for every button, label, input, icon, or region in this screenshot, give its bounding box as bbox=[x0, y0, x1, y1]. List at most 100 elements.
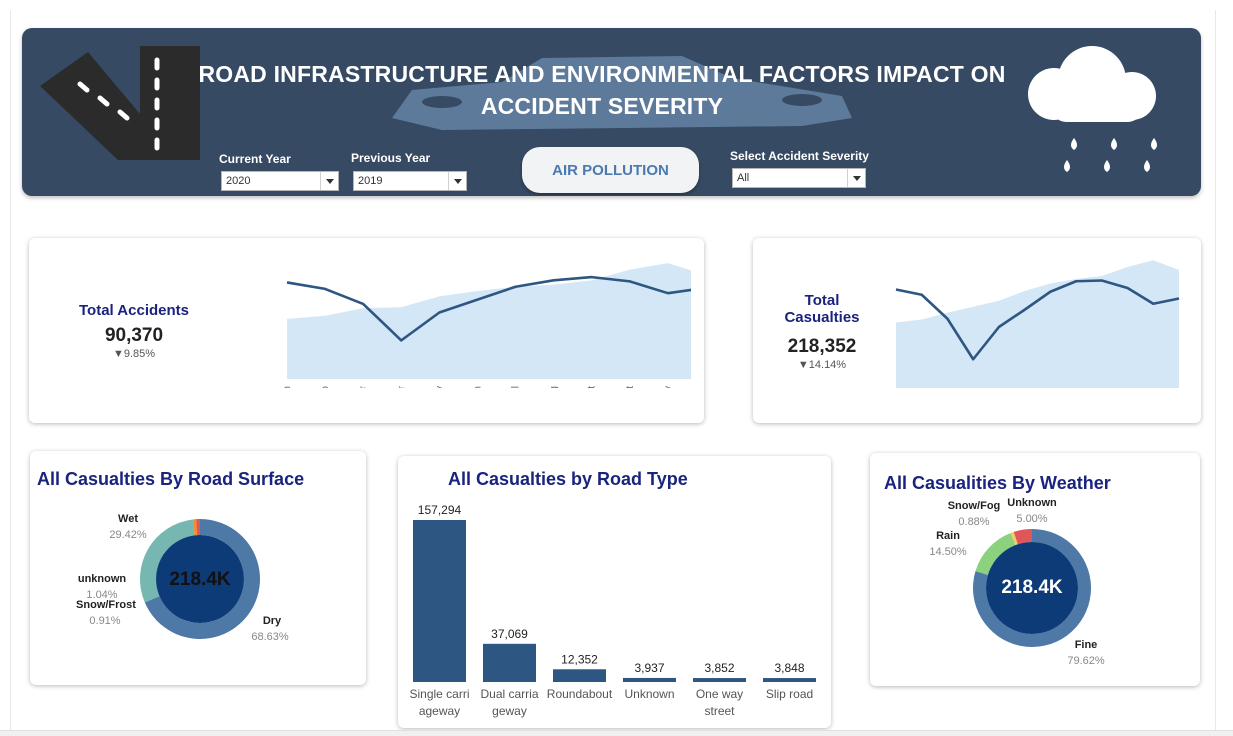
title-line-1: ROAD INFRASTRUCTURE AND ENVIRONMENTAL FA… bbox=[198, 61, 1006, 87]
air-pollution-button[interactable]: AIR POLLUTION bbox=[522, 147, 699, 193]
previous-year-area bbox=[896, 260, 1179, 388]
rain-pct: 14.50% bbox=[929, 546, 967, 558]
kpi-change: ▼9.85% bbox=[112, 348, 156, 360]
bar-value-label: 37,069 bbox=[491, 627, 528, 641]
unknown-label: unknown bbox=[77, 573, 127, 585]
bar[interactable] bbox=[553, 669, 606, 682]
road-type-bar-chart: 157,294 Single carri ageway 37,069 Dual carr… bbox=[409, 503, 816, 718]
bar-category-label: Unknown bbox=[624, 687, 674, 701]
unknown-weather-label: Unknown bbox=[1007, 497, 1057, 509]
bar-category-label: Slip road bbox=[766, 687, 813, 701]
kpi-value: 218,352 bbox=[787, 336, 857, 357]
total-accidents-card: Total Accidents 90,370 ▼9.85% Jan Feb Mar A… bbox=[29, 238, 704, 423]
donut-slice-rain[interactable] bbox=[975, 532, 1016, 575]
card-title: All Casualities By Weather bbox=[884, 473, 1111, 493]
total-casualties-card: Total Casualties 218,352 ▼14.14% JFMAMJJ… bbox=[753, 238, 1201, 423]
current-year-dropdown[interactable]: 2020 bbox=[221, 171, 339, 191]
dry-pct: 68.63% bbox=[251, 631, 289, 643]
weather-donut bbox=[973, 529, 1091, 647]
kpi-title: Total Casualties bbox=[763, 292, 881, 326]
month-tick-label: Mar bbox=[358, 385, 369, 388]
month-tick-label: Sept bbox=[587, 386, 598, 388]
bar[interactable] bbox=[623, 677, 676, 682]
bar-category-label: Roundabout bbox=[547, 687, 613, 701]
wet-label: Wet bbox=[118, 513, 138, 525]
month-tick-label: Oct bbox=[625, 386, 636, 388]
current-year-line bbox=[286, 275, 691, 342]
kpi-title: Total Accidents bbox=[78, 302, 190, 319]
bar[interactable] bbox=[483, 643, 536, 682]
bar-category-label: One way bbox=[696, 687, 743, 701]
donut-center-value: 218.4K bbox=[1001, 577, 1063, 598]
month-tick-label: Jan bbox=[282, 386, 293, 388]
bar-category-label-line2: ageway bbox=[419, 704, 460, 718]
snow-frost-label: Snow/Frost bbox=[76, 599, 136, 611]
month-tick-label: Jul bbox=[511, 386, 522, 388]
card-title: All Casualties By Road Surface bbox=[37, 469, 305, 489]
header-banner: ROAD INFRASTRUCTURE AND ENVIRONMENTAL FA… bbox=[22, 28, 1201, 196]
month-tick-label: Aug bbox=[549, 386, 560, 388]
bar[interactable] bbox=[413, 520, 466, 682]
current-year-label: Current Year bbox=[219, 152, 291, 166]
bar-category-label-line2: geway bbox=[492, 704, 527, 718]
severity-value: All bbox=[737, 172, 750, 184]
unknown-weather-pct: 5.00% bbox=[1016, 513, 1048, 525]
donut-slice-unknown[interactable] bbox=[1013, 529, 1032, 545]
donut-hole bbox=[986, 542, 1078, 634]
snow-frost-pct: 0.91% bbox=[89, 615, 121, 627]
rain-label: Rain bbox=[936, 530, 960, 542]
page-title: ROAD INFRASTRUCTURE AND ENVIRONMENTAL FA… bbox=[182, 58, 1022, 122]
kpi-change: ▼14.14% bbox=[797, 359, 847, 371]
snow-fog-pct: 0.88% bbox=[958, 516, 990, 528]
chevron-down-icon bbox=[448, 172, 466, 190]
dry-label: Dry bbox=[262, 615, 282, 627]
donut-slice-snow-fog[interactable] bbox=[1010, 531, 1018, 546]
previous-year-dropdown[interactable]: 2019 bbox=[353, 171, 467, 191]
chevron-down-icon bbox=[847, 169, 865, 187]
month-tick-label: May bbox=[434, 386, 445, 388]
donut-slice-unknown[interactable] bbox=[196, 519, 200, 536]
wet-pct: 29.42% bbox=[109, 529, 147, 541]
kpi-value: 90,370 bbox=[104, 325, 164, 346]
bar-value-label: 12,352 bbox=[561, 652, 598, 666]
bar-category-label-line2: street bbox=[704, 704, 735, 718]
bottom-tab-bar bbox=[0, 730, 1233, 736]
card-title: All Casualties by Road Type bbox=[448, 469, 688, 489]
kpi-title-line-1: Total bbox=[804, 292, 840, 309]
previous-year-label: Previous Year bbox=[351, 151, 431, 165]
donut-slice-wet[interactable] bbox=[140, 519, 195, 603]
car-icon bbox=[392, 56, 852, 130]
road-surface-donut bbox=[140, 519, 260, 639]
bar-value-label: 3,937 bbox=[634, 661, 664, 675]
month-tick-label: Feb bbox=[320, 386, 331, 388]
current-year-value: 2020 bbox=[226, 175, 251, 187]
bar-value-label: 3,848 bbox=[774, 661, 804, 675]
severity-dropdown[interactable]: All bbox=[732, 168, 866, 188]
chevron-down-icon bbox=[320, 172, 338, 190]
bar-value-label: 3,852 bbox=[704, 661, 734, 675]
donut-hole bbox=[156, 535, 244, 623]
casualties-trend-chart: JFMAMJJASOND bbox=[895, 260, 1180, 388]
weather-card: All Casualities By Weather 218.4K Snow/F… bbox=[870, 453, 1200, 686]
bar[interactable] bbox=[763, 678, 816, 682]
donut-slice-snow-frost[interactable] bbox=[192, 519, 198, 536]
month-tick-label: Jun bbox=[472, 386, 483, 388]
kpi-title-line-2: Casualties bbox=[784, 309, 860, 326]
unknown-pct: 1.04% bbox=[86, 589, 118, 601]
title-line-2: ACCIDENT SEVERITY bbox=[480, 93, 724, 119]
road-surface-card: All Casualties By Road Surface 218.4K We… bbox=[30, 451, 366, 685]
bar-category-label: Single carri bbox=[409, 687, 469, 701]
month-tick-label: Nov bbox=[663, 386, 674, 388]
donut-center-value: 218.4K bbox=[169, 569, 231, 590]
bar[interactable] bbox=[693, 678, 746, 682]
rain-cloud-icon bbox=[1028, 46, 1157, 172]
fine-pct: 79.62% bbox=[1067, 655, 1105, 667]
severity-label: Select Accident Severity bbox=[730, 149, 869, 163]
month-tick-label: Apr bbox=[396, 385, 407, 388]
previous-year-value: 2019 bbox=[358, 175, 383, 187]
bar-value-label: 157,294 bbox=[418, 503, 462, 517]
bar-category-label: Dual carria bbox=[480, 687, 538, 701]
road-icon bbox=[40, 46, 200, 160]
current-year-line bbox=[895, 279, 1180, 361]
previous-year-area bbox=[287, 263, 691, 379]
